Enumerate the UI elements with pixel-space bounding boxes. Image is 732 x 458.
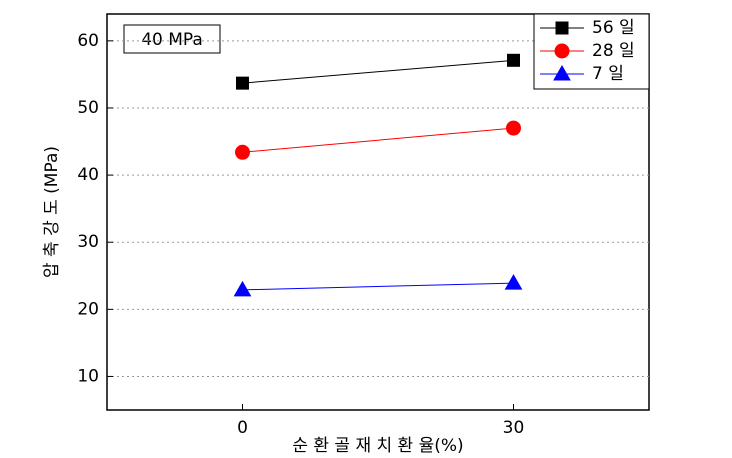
y-axis-label: 압 축 강 도 (MPa) xyxy=(42,146,62,278)
marker xyxy=(555,21,569,35)
y-tick-label: 10 xyxy=(77,366,99,386)
legend-label: 56 일 xyxy=(592,18,635,38)
annotation: 40 MPa xyxy=(141,30,203,50)
x-tick-label: 0 xyxy=(237,418,248,438)
y-tick-label: 50 xyxy=(77,98,99,118)
y-tick-label: 40 xyxy=(77,165,99,185)
marker xyxy=(233,280,252,297)
annotation-box xyxy=(123,24,221,54)
marker xyxy=(553,64,571,81)
plot-frame xyxy=(106,13,650,411)
series-line xyxy=(242,127,514,153)
marker xyxy=(236,76,249,90)
legend-label: 7 일 xyxy=(592,64,624,84)
x-tick-label: 30 xyxy=(503,418,525,438)
y-tick-label: 60 xyxy=(77,31,99,51)
legend-label: 28 일 xyxy=(592,41,635,61)
marker xyxy=(504,274,523,290)
marker xyxy=(506,120,521,136)
y-tick-label: 20 xyxy=(77,299,99,319)
series-line xyxy=(242,282,514,291)
marker xyxy=(235,144,250,160)
marker xyxy=(554,43,570,59)
marker xyxy=(507,53,520,67)
series-line xyxy=(242,59,514,84)
x-axis-label: 순 환 골 재 치 환 율(%) xyxy=(292,436,463,456)
y-tick-label: 30 xyxy=(77,232,99,252)
